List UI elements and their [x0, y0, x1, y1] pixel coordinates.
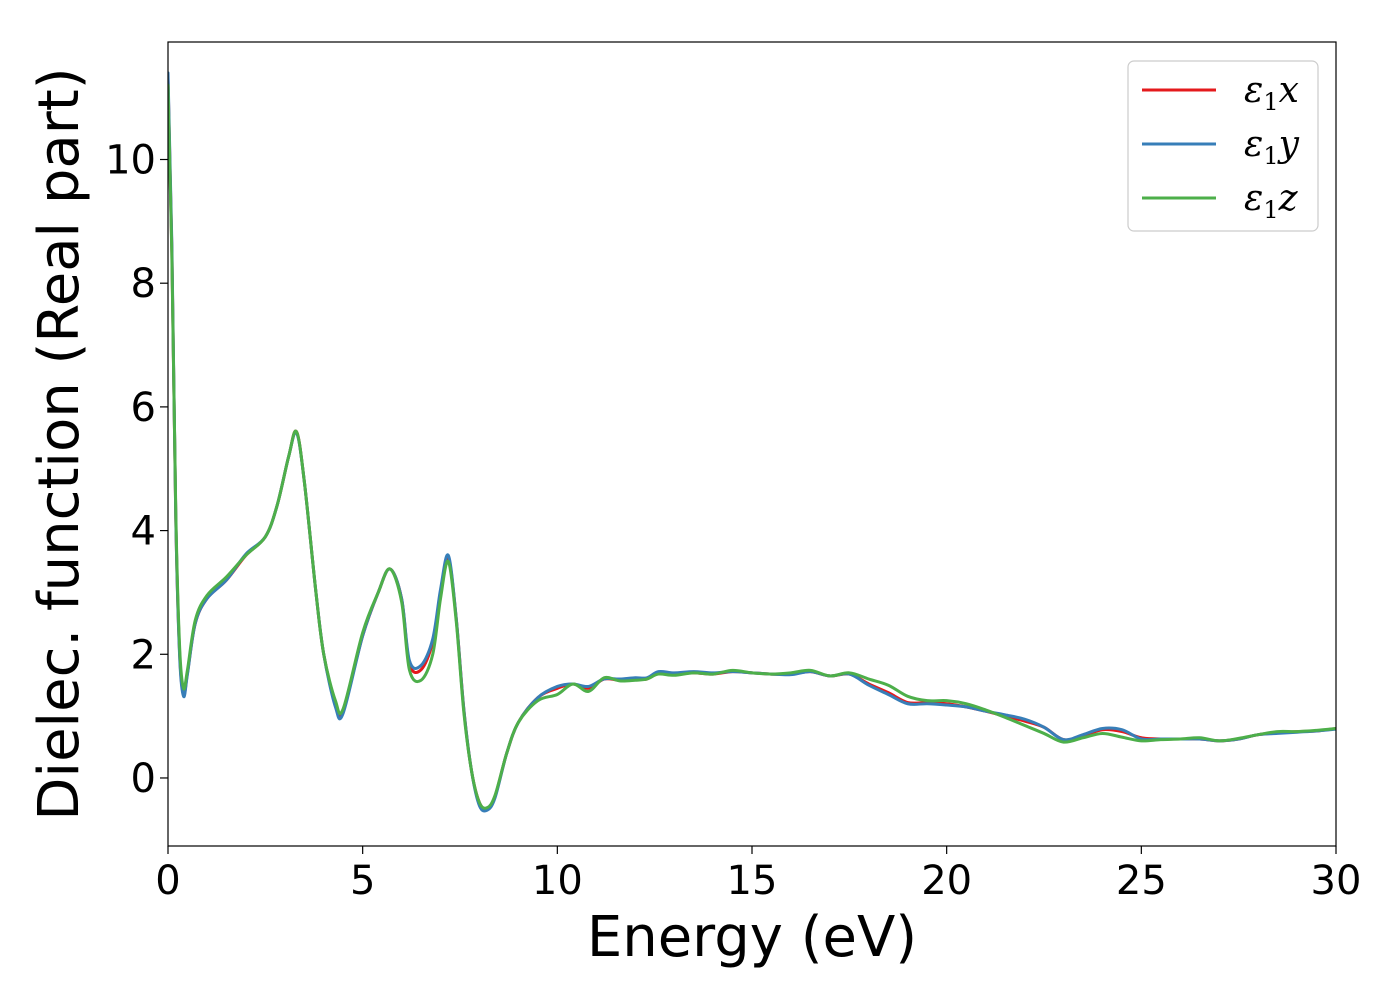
x-axis-ticks: 0 5 10 15 20 25 30: [155, 846, 1361, 904]
x-tick-label: 5: [350, 858, 375, 904]
legend-frame: [1127, 60, 1319, 232]
y-tick-label: 2: [131, 632, 156, 678]
x-axis-title: Energy (eV): [587, 905, 917, 970]
legend: ε1x ε1y ε1z: [1127, 60, 1319, 232]
y-axis-ticks: 0 2 4 6 8 10: [105, 138, 168, 802]
x-tick-label: 20: [921, 858, 972, 904]
legend-label-y: ε1y: [1244, 124, 1300, 170]
y-tick-label: 4: [131, 509, 156, 555]
x-tick-label: 25: [1116, 858, 1167, 904]
y-tick-label: 6: [131, 385, 156, 431]
series-line-z: [168, 83, 1336, 810]
x-tick-label: 15: [727, 858, 778, 904]
legend-label-x: ε1x: [1244, 70, 1299, 116]
y-tick-label: 0: [131, 756, 156, 802]
x-tick-label: 30: [1311, 858, 1362, 904]
y-tick-label: 10: [105, 138, 156, 184]
y-axis-title: Dielec. function (Real part): [27, 67, 92, 820]
x-tick-label: 0: [155, 858, 180, 904]
series-layer: [168, 71, 1336, 813]
x-tick-label: 10: [532, 858, 583, 904]
y-tick-label: 8: [131, 261, 156, 307]
legend-label-z: ε1z: [1244, 178, 1299, 224]
